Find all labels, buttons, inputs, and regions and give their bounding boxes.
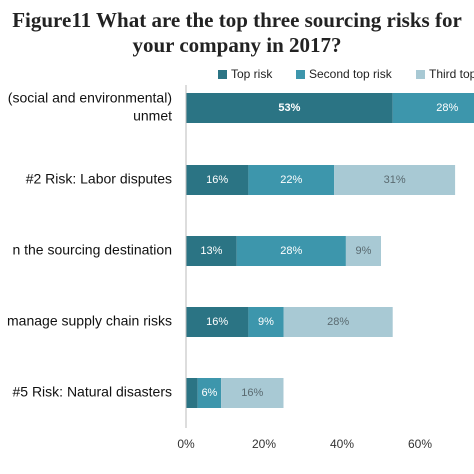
y-tick-label: unmet: [133, 108, 172, 124]
y-tick-label: #2 Risk: Labor disputes: [26, 171, 172, 187]
y-tick-label: n the sourcing destination: [12, 242, 172, 258]
x-tick-label: 60%: [408, 437, 432, 451]
legend-label: Second top risk: [309, 67, 393, 81]
y-tick-label: manage supply chain risks: [7, 313, 172, 329]
data-label: 16%: [241, 387, 263, 399]
bar-segment: [197, 378, 222, 408]
bar-segment: [186, 236, 237, 266]
bar-segment: [392, 93, 474, 123]
bar-segment: [186, 93, 393, 123]
data-label: 9%: [355, 245, 371, 257]
legend-swatch: [296, 70, 305, 79]
bar-segment: [345, 236, 381, 266]
y-tick-label: #5 Risk: Natural disasters: [12, 384, 172, 400]
chart-title: Figure11 What are the top three sourcing…: [12, 8, 462, 32]
data-label: 22%: [280, 174, 302, 186]
legend-swatch: [218, 70, 227, 79]
x-tick-label: 20%: [252, 437, 276, 451]
data-label: 53%: [278, 102, 300, 114]
bar-segment: [186, 378, 198, 408]
data-label: 28%: [327, 316, 349, 328]
legend-label: Third top risk: [429, 67, 474, 81]
bar-segment: [221, 378, 284, 408]
legend-swatch: [416, 70, 425, 79]
chart-title: your company in 2017?: [132, 33, 341, 57]
y-tick-label: (social and environmental): [8, 90, 172, 106]
bar-segment: [186, 165, 249, 195]
bar-segment: [236, 236, 346, 266]
bar-segment: [334, 165, 456, 195]
data-label: 31%: [384, 174, 406, 186]
bar-segment: [248, 307, 284, 337]
bar-segment: [283, 307, 393, 337]
data-label: 16%: [206, 316, 228, 328]
data-label: 28%: [280, 245, 302, 257]
x-tick-label: 0%: [177, 437, 195, 451]
data-label: 9%: [258, 316, 274, 328]
bar-segment: [248, 165, 335, 195]
data-label: 16%: [206, 174, 228, 186]
data-label: 13%: [200, 245, 222, 257]
data-label: 28%: [436, 102, 458, 114]
bar-segment: [186, 307, 249, 337]
data-label: 6%: [201, 387, 217, 399]
x-tick-label: 40%: [330, 437, 354, 451]
legend-label: Top risk: [231, 67, 273, 81]
